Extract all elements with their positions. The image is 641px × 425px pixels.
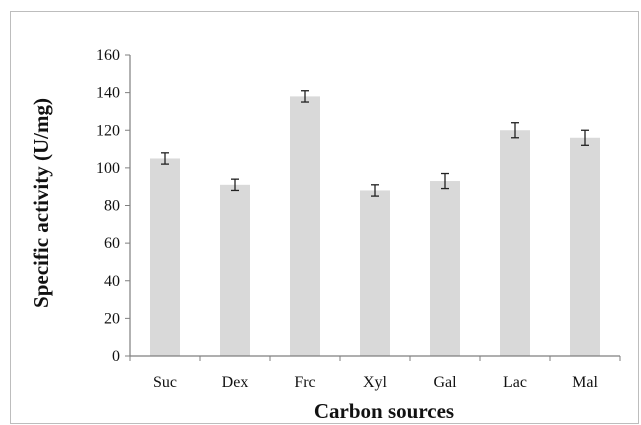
x-tick-label-xyl: Xyl (363, 374, 388, 391)
error-bar-mal (581, 129, 589, 146)
error-bar-lac (511, 122, 519, 139)
y-tick-label-0: 0 (112, 348, 120, 365)
bar-xyl (360, 190, 390, 356)
error-bar-dex (231, 178, 239, 192)
y-tick-label-100: 100 (96, 160, 120, 177)
bar-dex (220, 184, 250, 356)
x-axis-title: Carbon sources (314, 399, 454, 423)
bars-layer (150, 96, 600, 356)
bar-lac (500, 130, 530, 356)
x-tick-label-frc: Frc (294, 374, 315, 391)
error-bars-layer (161, 90, 589, 197)
y-tick-label-60: 60 (104, 235, 120, 252)
error-bar-frc (301, 90, 309, 103)
x-tick-label-gal: Gal (433, 374, 457, 391)
y-tick-label-160: 160 (96, 47, 120, 64)
y-tick-label-140: 140 (96, 85, 120, 102)
bar-gal (430, 181, 460, 356)
y-ticks-layer: 0 20 40 60 80 100 120 140 160 (96, 47, 130, 365)
y-axis-title: Specific activity (U/mg) (29, 98, 53, 308)
x-tick-label-suc: Suc (153, 374, 177, 391)
y-tick-label-80: 80 (104, 198, 120, 215)
y-tick-label-20: 20 (104, 310, 120, 327)
y-tick-label-40: 40 (104, 273, 120, 290)
error-bar-gal (441, 172, 449, 190)
bar-suc (150, 158, 180, 356)
bar-mal (570, 137, 600, 356)
error-bar-suc (161, 152, 169, 165)
x-ticks-layer: Suc Dex Frc Xyl Gal Lac Mal (129, 356, 621, 391)
error-bar-xyl (371, 184, 379, 197)
x-tick-label-mal: Mal (572, 374, 598, 391)
x-tick-label-lac: Lac (503, 374, 527, 391)
x-tick-label-dex: Dex (222, 374, 249, 391)
y-tick-label-120: 120 (96, 122, 120, 139)
bar-frc (290, 96, 320, 356)
chart-frame (10, 11, 639, 424)
